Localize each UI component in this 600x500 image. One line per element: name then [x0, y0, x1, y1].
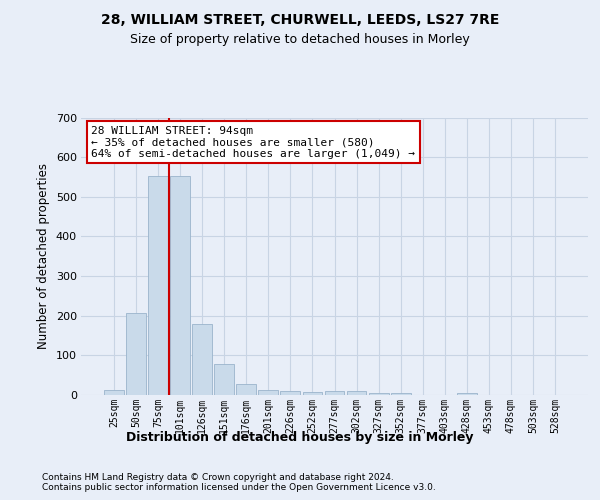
Bar: [302, 392, 322, 395]
Bar: [214, 364, 234, 395]
Bar: [259, 390, 278, 395]
Bar: [104, 390, 124, 395]
Bar: [126, 313, 146, 395]
Text: 28, WILLIAM STREET, CHURWELL, LEEDS, LS27 7RE: 28, WILLIAM STREET, CHURWELL, LEEDS, LS2…: [101, 12, 499, 26]
Bar: [347, 391, 367, 395]
Bar: [368, 392, 389, 395]
Bar: [391, 393, 410, 395]
Bar: [170, 176, 190, 395]
Bar: [325, 391, 344, 395]
Y-axis label: Number of detached properties: Number of detached properties: [37, 163, 50, 349]
Text: Contains HM Land Registry data © Crown copyright and database right 2024.
Contai: Contains HM Land Registry data © Crown c…: [42, 472, 436, 492]
Bar: [280, 391, 301, 395]
Bar: [457, 393, 477, 395]
Text: Distribution of detached houses by size in Morley: Distribution of detached houses by size …: [126, 431, 474, 444]
Text: Size of property relative to detached houses in Morley: Size of property relative to detached ho…: [130, 32, 470, 46]
Bar: [236, 384, 256, 395]
Bar: [148, 176, 168, 395]
Bar: [192, 324, 212, 395]
Text: 28 WILLIAM STREET: 94sqm
← 35% of detached houses are smaller (580)
64% of semi-: 28 WILLIAM STREET: 94sqm ← 35% of detach…: [91, 126, 415, 159]
